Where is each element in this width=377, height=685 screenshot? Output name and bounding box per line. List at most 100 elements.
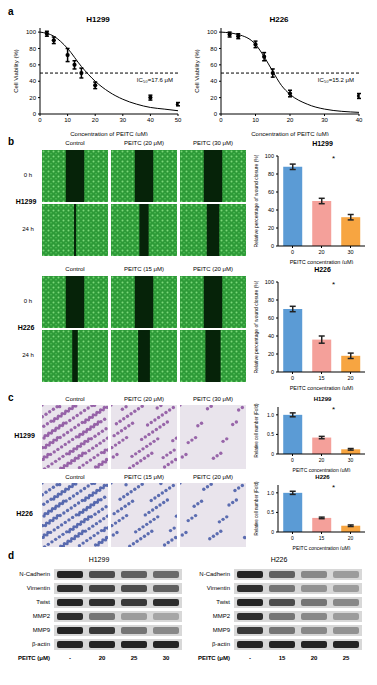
svg-text:0: 0 [291, 375, 294, 381]
svg-text:1.0: 1.0 [267, 490, 274, 496]
svg-text:0: 0 [291, 249, 294, 255]
html-text:PEITC (20 μM): PEITC (20 μM) [123, 396, 165, 402]
html-text:H1299: H1299 [15, 198, 37, 205]
svg-text:20: 20 [29, 95, 36, 101]
svg-text:40: 40 [147, 117, 154, 123]
svg-text:0: 0 [271, 369, 274, 375]
svg-text:30: 30 [347, 249, 353, 255]
svg-text:100: 100 [207, 29, 218, 35]
html-text:PEITC (30 μM): PEITC (30 μM) [192, 140, 234, 146]
svg-text:100: 100 [26, 29, 37, 35]
svg-text:0: 0 [271, 451, 274, 457]
svg-text:20: 20 [347, 375, 353, 381]
svg-text:60: 60 [268, 315, 274, 321]
html-text:c: c [8, 392, 14, 403]
html-text:H1299: H1299 [14, 432, 35, 439]
html-text:H1299: H1299 [88, 556, 110, 563]
svg-text:0: 0 [219, 117, 223, 123]
svg-text:PEITC concentration (μM): PEITC concentration (μM) [293, 467, 351, 472]
svg-text:40: 40 [210, 78, 217, 84]
svg-text:0: 0 [291, 535, 294, 541]
html-text:PEITC (15 μM): PEITC (15 μM) [123, 266, 165, 272]
html-text:H226: H226 [270, 556, 288, 563]
html-text:PEITC (20 μM): PEITC (20 μM) [192, 266, 234, 272]
svg-text:IC₅₀=15.2 μM: IC₅₀=15.2 μM [318, 77, 354, 83]
svg-text:PEITC concentration (μM): PEITC concentration (μM) [293, 545, 351, 550]
svg-text:40: 40 [268, 207, 274, 213]
svg-text:60: 60 [210, 62, 217, 68]
svg-text:20: 20 [268, 225, 274, 231]
html-text:0 h: 0 h [23, 298, 33, 304]
svg-text:20: 20 [348, 535, 354, 541]
html-text:Control: Control [65, 396, 85, 402]
svg-text:30: 30 [348, 457, 354, 463]
html-text:H1299: H1299 [312, 140, 333, 147]
svg-text:20: 20 [287, 117, 294, 123]
html-text:H226: H226 [16, 510, 33, 517]
svg-text:Concentration of PEITC (μM): Concentration of PEITC (μM) [70, 131, 147, 136]
svg-text:0: 0 [38, 117, 42, 123]
svg-text:0: 0 [271, 243, 274, 249]
svg-text:80: 80 [268, 297, 274, 303]
svg-text:20: 20 [268, 351, 274, 357]
svg-text:0: 0 [291, 457, 294, 463]
svg-text:0: 0 [271, 529, 274, 535]
svg-text:60: 60 [268, 189, 274, 195]
svg-text:100: 100 [265, 153, 274, 159]
html-text:H226: H226 [269, 15, 289, 24]
html-text:Control: Control [65, 140, 85, 146]
svg-text:40: 40 [356, 117, 363, 123]
html-text:H226: H226 [17, 324, 35, 331]
svg-text:Cell Viability (%): Cell Viability (%) [13, 49, 19, 93]
html-text:Control: Control [65, 266, 85, 272]
svg-text:10: 10 [252, 117, 259, 123]
svg-text:1.0: 1.0 [267, 412, 274, 418]
svg-text:Relative percentage of wound c: Relative percentage of wound closure (%) [253, 154, 259, 247]
html-text:N-Cadherin: N-Cadherin [19, 571, 50, 577]
svg-text:80: 80 [268, 171, 274, 177]
svg-text:20: 20 [319, 457, 325, 463]
svg-text:Relative percentage of wound c: Relative percentage of wound closure (%) [253, 280, 259, 373]
html-text:d: d [8, 550, 15, 561]
svg-text:30: 30 [119, 117, 126, 123]
html-text:PEITC (30 μM): PEITC (30 μM) [192, 396, 234, 402]
svg-text:0.5: 0.5 [267, 509, 274, 515]
svg-text:20: 20 [210, 95, 217, 101]
svg-text:100: 100 [265, 279, 274, 285]
html-text:Control: Control [65, 474, 85, 480]
svg-text:0.5: 0.5 [267, 431, 274, 437]
svg-text:40: 40 [29, 78, 36, 84]
html-text:b: b [8, 136, 15, 147]
svg-text:20: 20 [318, 249, 324, 255]
svg-text:Concentration of PEITC (μM): Concentration of PEITC (μM) [251, 131, 328, 136]
html-text:PEITC (20 μM): PEITC (20 μM) [192, 474, 234, 480]
html-text:H1299: H1299 [86, 15, 110, 24]
svg-text:40: 40 [268, 333, 274, 339]
html-text:a: a [8, 6, 14, 17]
html-text:24 h: 24 h [22, 352, 34, 358]
svg-text:30: 30 [321, 117, 328, 123]
html-text:H226: H226 [315, 474, 330, 480]
svg-text:20: 20 [92, 117, 99, 123]
svg-text:15: 15 [318, 375, 324, 381]
html-text:PEITC (15 μM): PEITC (15 μM) [123, 474, 165, 480]
svg-text:80: 80 [210, 46, 217, 52]
svg-text:80: 80 [29, 46, 36, 52]
svg-text:60: 60 [29, 62, 36, 68]
svg-text:0: 0 [33, 111, 37, 117]
html-text:0 h: 0 h [23, 172, 33, 178]
svg-text:Cell Viability (%): Cell Viability (%) [194, 49, 200, 93]
svg-text:Relative cell number (Fold): Relative cell number (Fold) [254, 403, 259, 457]
svg-text:IC₅₀=17.6 μM: IC₅₀=17.6 μM [137, 77, 173, 83]
svg-text:15: 15 [319, 535, 325, 541]
html-text:24 h: 24 h [22, 226, 34, 232]
svg-text:10: 10 [64, 117, 71, 123]
html-text:PEITC (20 μM): PEITC (20 μM) [123, 140, 165, 146]
svg-text:Relative cell number (Fold): Relative cell number (Fold) [254, 481, 259, 535]
svg-text:50: 50 [175, 117, 182, 123]
svg-text:PEITC concentration (μM): PEITC concentration (μM) [290, 385, 354, 390]
html-text:H1299: H1299 [313, 396, 332, 402]
svg-text:PEITC concentration (μM): PEITC concentration (μM) [290, 259, 354, 264]
svg-text:0: 0 [214, 111, 218, 117]
html-text:H226: H226 [314, 266, 331, 273]
